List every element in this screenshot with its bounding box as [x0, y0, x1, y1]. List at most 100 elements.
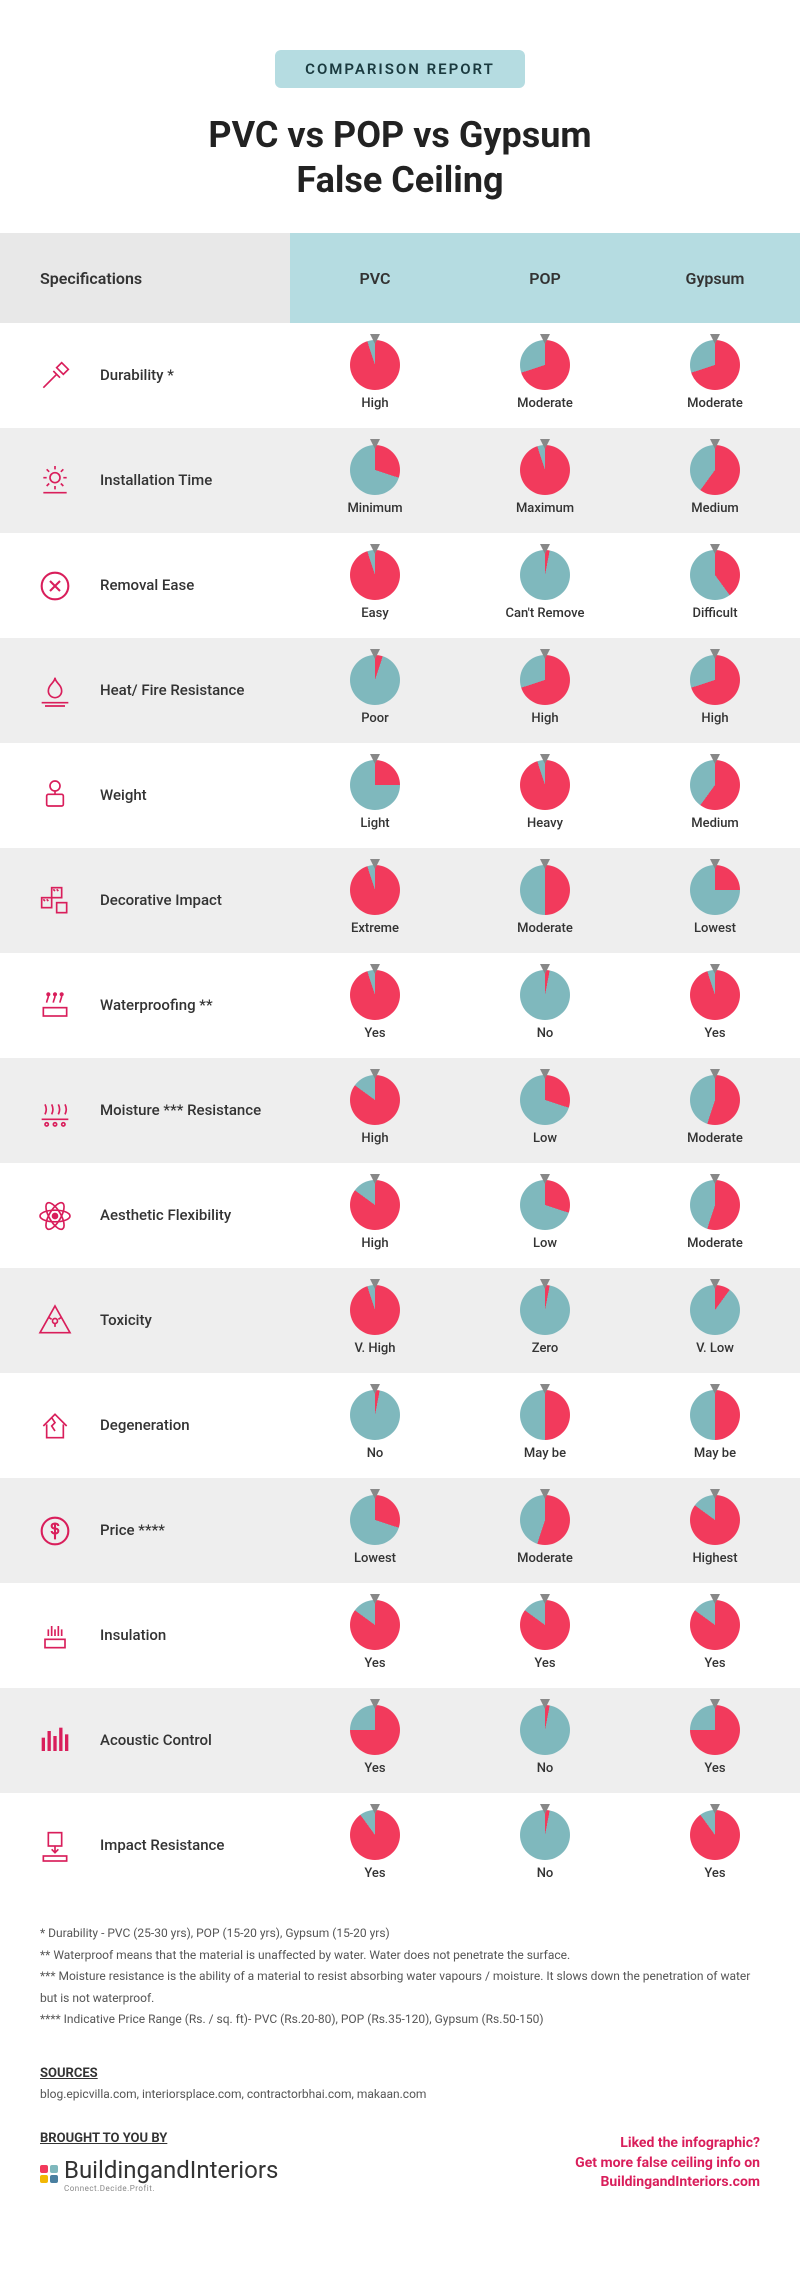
header-section: COMPARISON REPORT PVC vs POP vs Gypsum F… — [0, 0, 800, 233]
pie-gauge — [690, 865, 740, 915]
col-header-pvc: PVC — [290, 233, 460, 323]
insulation-icon — [30, 1611, 80, 1661]
table-row: Acoustic ControlYesNoYes — [0, 1688, 800, 1793]
pie-gauge — [690, 1705, 740, 1755]
data-columns: HighLowModerate — [290, 1180, 800, 1251]
value-label: V. High — [355, 1341, 396, 1356]
atom-icon — [30, 1191, 80, 1241]
data-columns: Minimum Maximum Medium — [290, 445, 800, 516]
data-columns: YesYesYes — [290, 1600, 800, 1671]
data-cell: Maximum — [460, 445, 630, 516]
spec-label: Waterproofing ** — [100, 996, 213, 1016]
value-label: Light — [360, 816, 389, 831]
data-cell: V. High — [290, 1285, 460, 1356]
value-label: Maximum — [516, 501, 574, 516]
value-label: Extreme — [351, 921, 399, 936]
pie-gauge — [350, 550, 400, 600]
value-label: High — [361, 1131, 388, 1146]
title-line1: PVC vs POP vs Gypsum — [208, 114, 591, 156]
footnote-2: ** Waterproof means that the material is… — [40, 1945, 760, 1967]
brand-tagline: Connect.Decide.Profit. — [64, 2184, 278, 2193]
value-label: Yes — [364, 1866, 385, 1881]
data-cell: Yes — [460, 1600, 630, 1671]
data-cell: Lowest — [290, 1495, 460, 1566]
table-row: Durability *HighModerateModerate — [0, 323, 800, 428]
pattern-icon — [30, 876, 80, 926]
spec-cell: Durability * — [0, 351, 290, 401]
value-label: Difficult — [692, 606, 737, 621]
pie-gauge — [350, 1075, 400, 1125]
pie-gauge — [690, 1180, 740, 1230]
table-row: Heat/ Fire ResistancePoorHighHigh — [0, 638, 800, 743]
value-label: Minimum — [347, 501, 402, 516]
data-columns: YesNoYes — [290, 970, 800, 1041]
pie-gauge — [690, 445, 740, 495]
scale-icon — [30, 771, 80, 821]
data-cell: Yes — [290, 1600, 460, 1671]
spec-cell: Price **** — [0, 1506, 290, 1556]
footer-section: BROUGHT TO YOU BY BuildingandInteriors C… — [0, 2121, 800, 2233]
data-cell: Zero — [460, 1285, 630, 1356]
brought-by-title: BROUGHT TO YOU BY — [40, 2131, 278, 2146]
data-cell: Light — [290, 760, 460, 831]
pie-gauge — [350, 970, 400, 1020]
table-row: Aesthetic FlexibilityHighLowModerate — [0, 1163, 800, 1268]
table-row: ToxicityV. HighZeroV. Low — [0, 1268, 800, 1373]
data-cell: High — [290, 1180, 460, 1251]
value-label: High — [361, 1236, 388, 1251]
data-cell: No — [460, 970, 630, 1041]
data-cell: Highest — [630, 1495, 800, 1566]
table-row: Installation TimeMinimumMaximumMedium — [0, 428, 800, 533]
value-label: Yes — [704, 1656, 725, 1671]
data-cell: Moderate — [630, 1075, 800, 1146]
value-label: No — [537, 1761, 554, 1776]
data-cell: Low — [460, 1180, 630, 1251]
pie-gauge — [520, 655, 570, 705]
pie-gauge — [690, 1495, 740, 1545]
spec-label: Degeneration — [100, 1416, 190, 1436]
pie-gauge — [350, 1600, 400, 1650]
table-row: Decorative ImpactExtremeModerateLowest — [0, 848, 800, 953]
footnote-1: * Durability - PVC (25-30 yrs), POP (15-… — [40, 1923, 760, 1945]
pie-gauge — [520, 1180, 570, 1230]
col-header-pop: POP — [460, 233, 630, 323]
spec-cell: Decorative Impact — [0, 876, 290, 926]
data-cell: May be — [460, 1390, 630, 1461]
table-row: Removal EaseEasyCan't RemoveDifficult — [0, 533, 800, 638]
data-cell: High — [630, 655, 800, 726]
value-label: No — [537, 1026, 554, 1041]
pie-gauge — [520, 1390, 570, 1440]
toxic-icon — [30, 1296, 80, 1346]
data-columns: Light Heavy Medium — [290, 760, 800, 831]
x-circle-icon — [30, 561, 80, 611]
value-label: No — [367, 1446, 384, 1461]
table-row: Impact ResistanceYesNoYes — [0, 1793, 800, 1898]
spec-label: Impact Resistance — [100, 1836, 224, 1856]
data-columns: PoorHighHigh — [290, 655, 800, 726]
brand-text-wrap: BuildingandInteriors Connect.Decide.Prof… — [64, 2156, 278, 2193]
data-cell: Difficult — [630, 550, 800, 621]
data-cell: Medium — [630, 445, 800, 516]
dollar-icon — [30, 1506, 80, 1556]
brand-dots-icon — [40, 2165, 58, 2183]
pie-gauge — [350, 1495, 400, 1545]
data-cell: Yes — [290, 970, 460, 1041]
report-badge: COMPARISON REPORT — [275, 50, 525, 88]
pie-gauge — [690, 1810, 740, 1860]
pie-gauge — [520, 760, 570, 810]
sources-title: SOURCES — [40, 2066, 760, 2081]
pie-gauge — [690, 550, 740, 600]
data-cell: No — [460, 1810, 630, 1881]
data-cell: May be — [630, 1390, 800, 1461]
cta-line2: Get more false ceiling info on — [575, 2154, 760, 2174]
footnotes-section: * Durability - PVC (25-30 yrs), POP (15-… — [0, 1898, 800, 2056]
pie-gauge — [520, 1705, 570, 1755]
spec-label: Acoustic Control — [100, 1731, 212, 1751]
value-label: Heavy — [527, 816, 563, 831]
pie-gauge — [520, 970, 570, 1020]
value-label: Medium — [691, 816, 739, 831]
pie-gauge — [520, 865, 570, 915]
spec-label: Decorative Impact — [100, 891, 222, 911]
pie-gauge — [690, 1285, 740, 1335]
table-row: InsulationYesYesYes — [0, 1583, 800, 1688]
